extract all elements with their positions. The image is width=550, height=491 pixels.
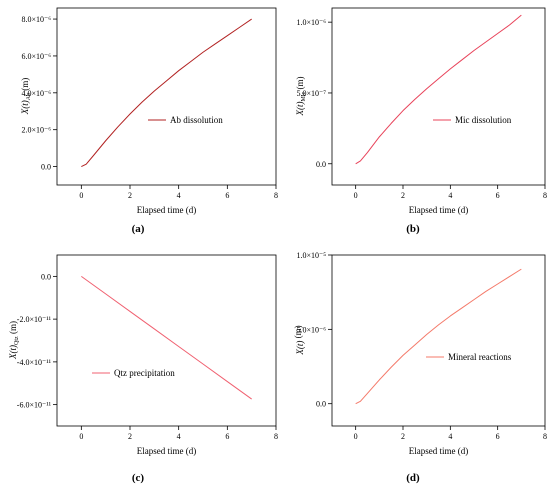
- x-axis-label: Elapsed time (d): [409, 205, 468, 215]
- chart-panel-b: 0 2 4 6 8 0.0 5.0×10⁻⁷ 1.0×10⁻⁶ X(t)Mic (m) Ela…: [295, 7, 547, 235]
- x-tick-label: 8: [274, 432, 278, 441]
- x-tick-label: 2: [128, 432, 132, 441]
- y-tick-label: -4.0×10⁻¹¹: [17, 358, 52, 367]
- series-line-mic-dissolution: [355, 14, 522, 165]
- x-tick-label: 2: [401, 191, 405, 200]
- x-tick-label: 6: [225, 432, 229, 441]
- panel-label: (a): [132, 223, 145, 235]
- y-tick-label: 0.0: [41, 272, 51, 281]
- x-tick-label: 2: [128, 191, 132, 200]
- svg-text:X(t) (m): X(t) (m): [293, 325, 305, 355]
- y-axis-label: X(t)Ab (m): [20, 78, 32, 116]
- legend-label: Ab dissolution: [170, 115, 223, 125]
- x-tick-label: 8: [543, 191, 547, 200]
- svg-text:X(t)Mic (m): X(t)Mic (m): [295, 77, 307, 117]
- axis-ticks: 0 2 4 6 8 0.0 5.0×10⁻⁶ 1.0×10⁻⁵: [296, 251, 547, 441]
- x-tick-label: 6: [225, 191, 229, 200]
- y-tick-label: -2.0×10⁻¹¹: [17, 315, 52, 324]
- panel-label: (b): [406, 223, 420, 235]
- plot-frame: [56, 254, 277, 427]
- x-tick-label: 0: [79, 432, 83, 441]
- y-tick-label: 0.0: [41, 163, 51, 172]
- legend-label: Mineral reactions: [448, 352, 512, 362]
- y-tick-label: 1.0×10⁻⁵: [296, 251, 326, 260]
- x-tick-label: 2: [401, 432, 405, 441]
- y-tick-label: 8.0×10⁻⁶: [21, 15, 51, 24]
- axis-ticks: 0 2 4 6 8 0.0 5.0×10⁻⁷ 1.0×10⁻⁶: [296, 18, 547, 200]
- y-axis-label: X(t) (m): [293, 325, 305, 355]
- y-tick-label: -6.0×10⁻¹¹: [17, 401, 52, 410]
- y-tick-label: 5.0×10⁻⁷: [296, 89, 326, 98]
- legend: Ab dissolution: [148, 115, 223, 125]
- x-tick-label: 6: [496, 432, 500, 441]
- y-tick-label: 1.0×10⁻⁶: [296, 18, 326, 27]
- legend: Mineral reactions: [426, 352, 512, 362]
- x-tick-label: 4: [448, 432, 452, 441]
- y-axis-label: X(t)Qtz (m): [8, 321, 20, 360]
- panel-label: (d): [406, 472, 420, 484]
- svg-text:X(t)Ab (m): X(t)Ab (m): [20, 78, 32, 116]
- chart-panel-c: 0 2 4 6 8 -6.0×10⁻¹¹ -4.0×10⁻¹¹ -2.0×10⁻¹¹ 0.0 X…: [8, 254, 278, 484]
- y-tick-label: 5.0×10⁻⁶: [296, 325, 326, 334]
- series-line-mineral-reactions: [355, 268, 522, 405]
- panel-label: (c): [132, 472, 145, 484]
- x-tick-label: 8: [543, 432, 547, 441]
- y-axis-label: X(t)Mic (m): [295, 77, 307, 117]
- plot-frame: [56, 7, 277, 186]
- chart-panel-a: 0 2 4 6 8 0.0 2.0×10⁻⁶ 4.0×10⁻⁶ 6.0×10⁻⁶ 8.0×10⁻⁶…: [20, 7, 278, 235]
- x-tick-label: 8: [274, 191, 278, 200]
- chart-panel-d: 0 2 4 6 8 0.0 5.0×10⁻⁶ 1.0×10⁻⁵ X(t) (m) Elapse…: [293, 251, 547, 484]
- x-tick-label: 4: [177, 191, 181, 200]
- y-tick-label: 4.0×10⁻⁶: [21, 89, 51, 98]
- y-tick-label: 0.0: [316, 160, 326, 169]
- x-tick-label: 0: [354, 191, 358, 200]
- legend-label: Mic dissolution: [455, 115, 512, 125]
- plot-frame: [331, 7, 546, 186]
- x-tick-label: 4: [448, 191, 452, 200]
- y-tick-label: 0.0: [316, 400, 326, 409]
- x-axis-label: Elapsed time (d): [409, 446, 468, 456]
- x-axis-label: Elapsed time (d): [137, 446, 196, 456]
- x-tick-label: 6: [496, 191, 500, 200]
- series-line-ab-dissolution: [81, 18, 252, 168]
- y-tick-label: 2.0×10⁻⁶: [21, 126, 51, 135]
- x-axis-label: Elapsed time (d): [137, 205, 196, 215]
- x-tick-label: 4: [177, 432, 181, 441]
- plot-frame: [331, 254, 546, 427]
- y-tick-label: 6.0×10⁻⁶: [21, 52, 51, 61]
- legend-label: Qtz precipitation: [114, 368, 175, 378]
- x-tick-label: 0: [354, 432, 358, 441]
- axis-ticks: 0 2 4 6 8 -6.0×10⁻¹¹ -4.0×10⁻¹¹ -2.0×10⁻¹¹ 0.0: [17, 272, 278, 441]
- series-line-qtz-precipitation: [81, 275, 252, 400]
- legend: Qtz precipitation: [92, 368, 175, 378]
- svg-text:X(t)Qtz (m): X(t)Qtz (m): [8, 321, 20, 360]
- legend: Mic dissolution: [433, 115, 512, 125]
- axis-ticks: 0 2 4 6 8 0.0 2.0×10⁻⁶ 4.0×10⁻⁶ 6.0×10⁻⁶ 8.0×10⁻⁶: [21, 15, 278, 200]
- x-tick-label: 0: [79, 191, 83, 200]
